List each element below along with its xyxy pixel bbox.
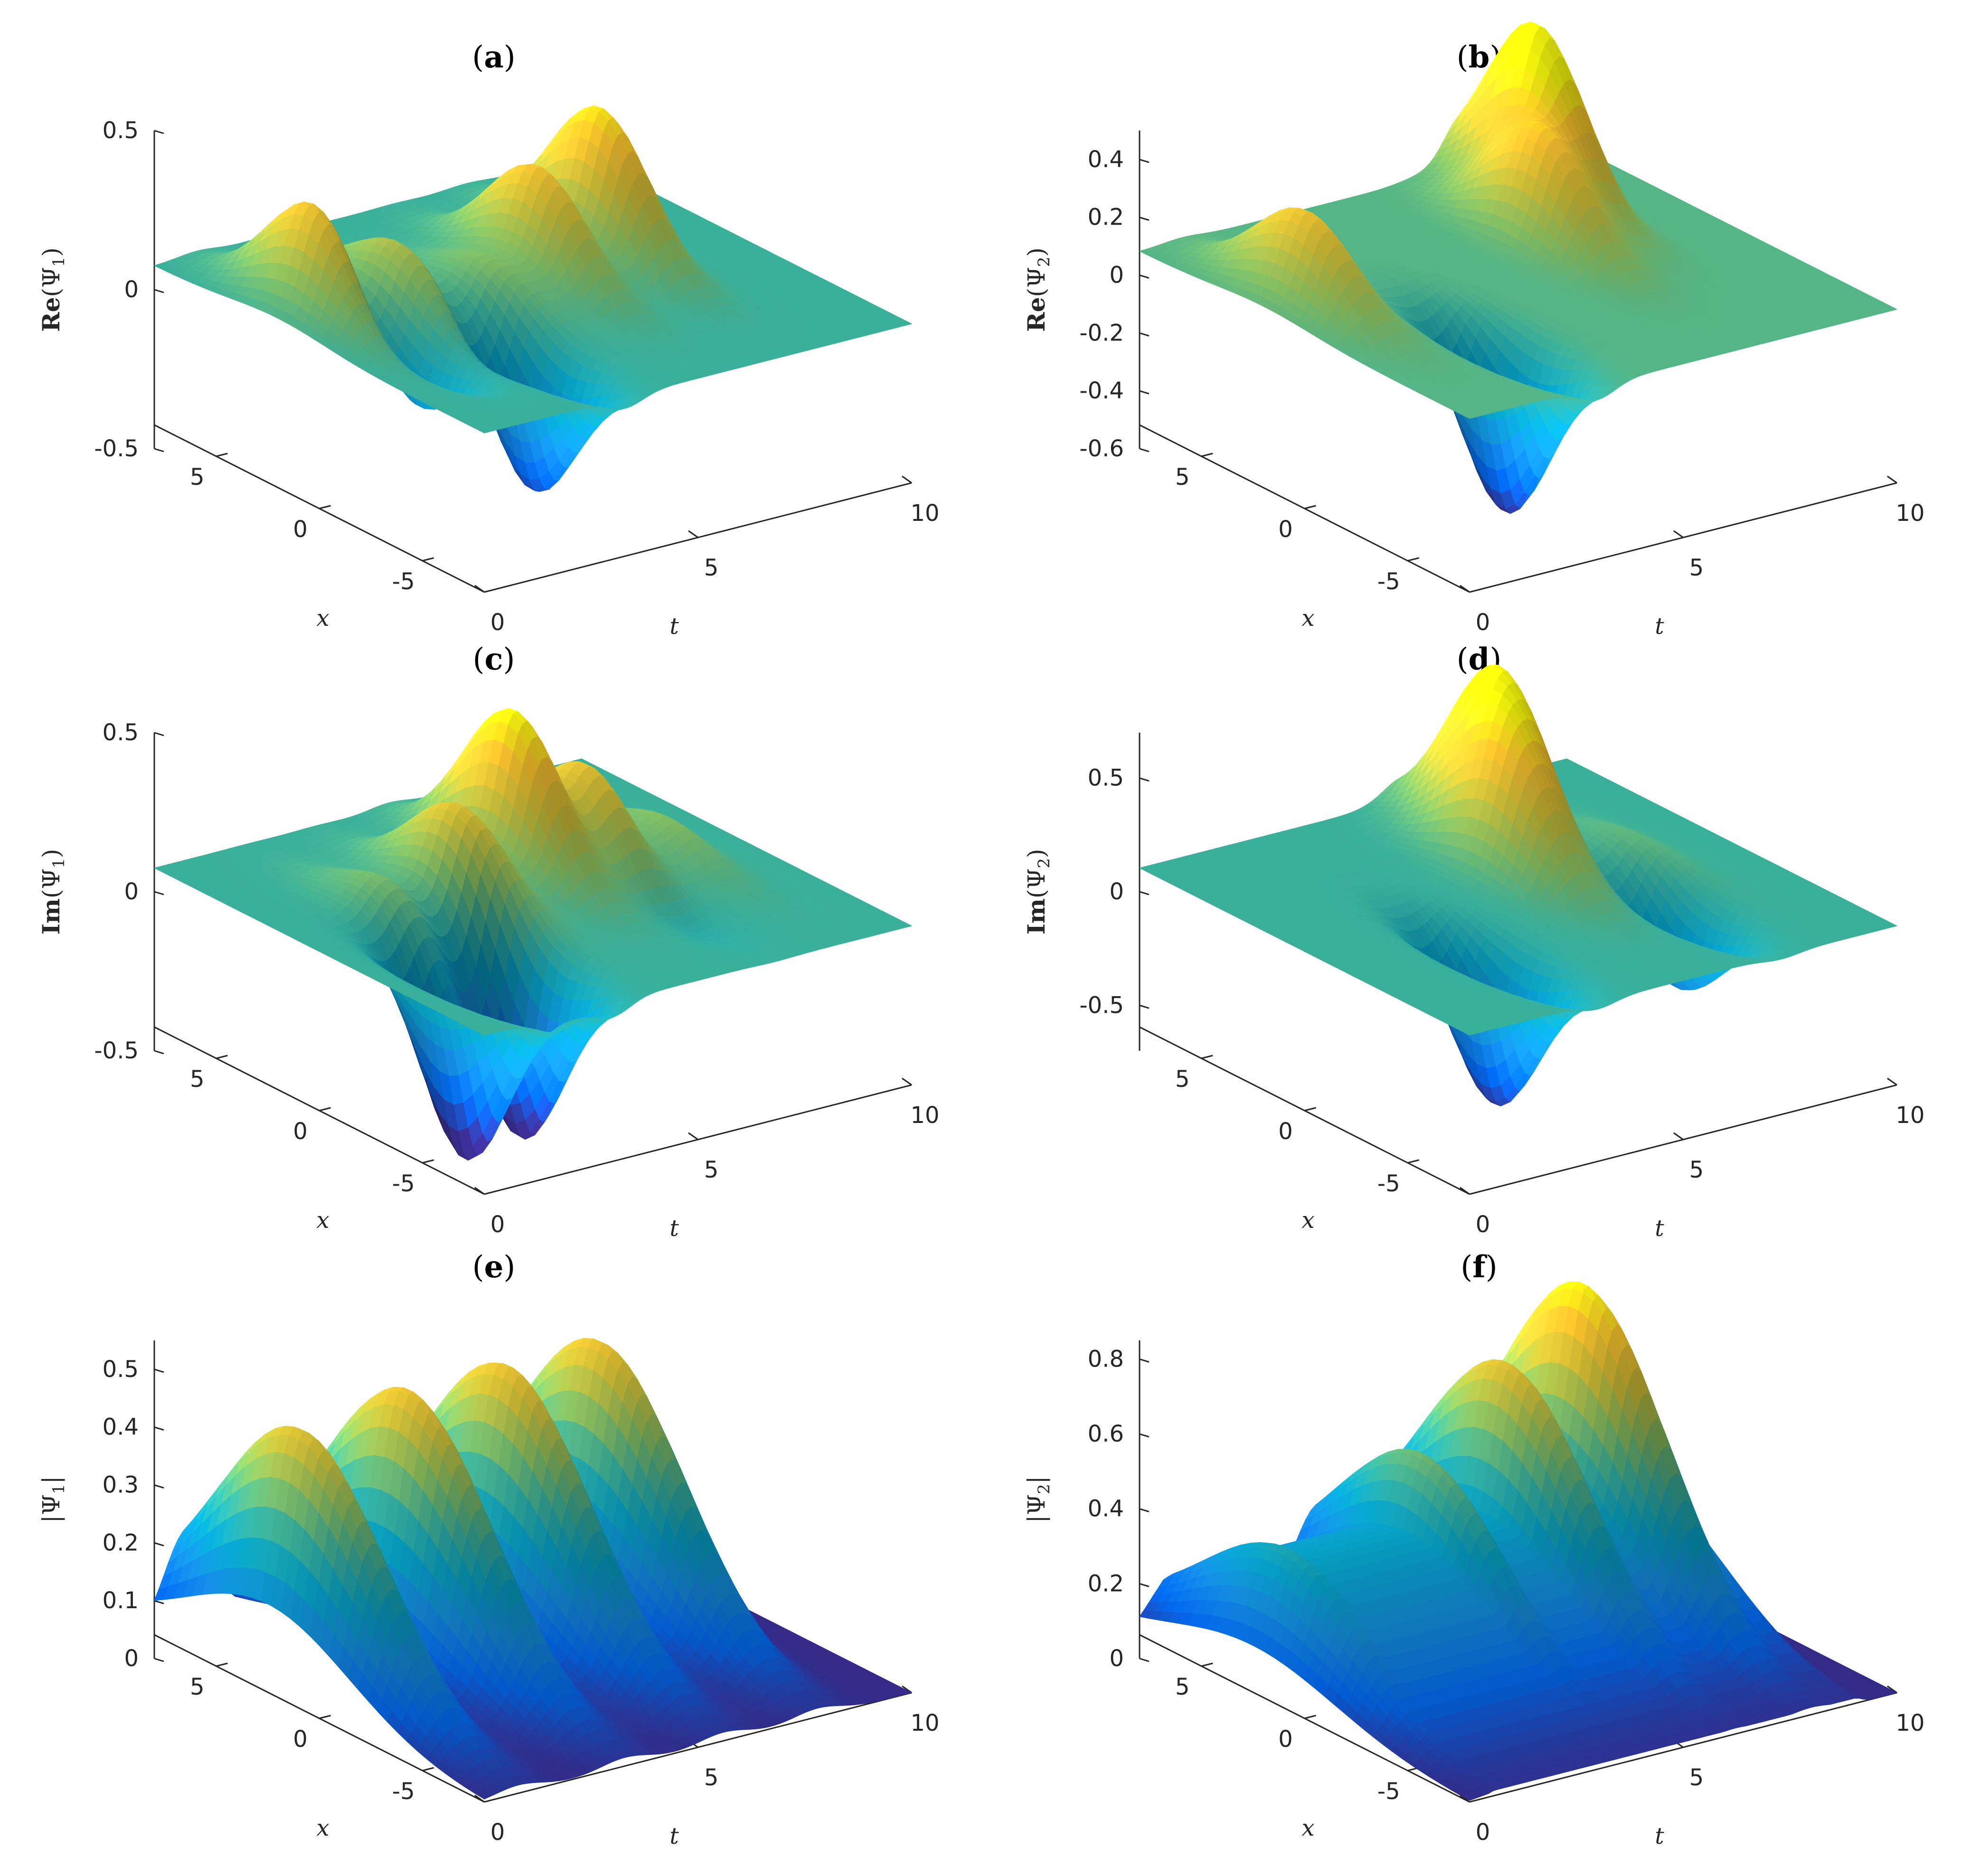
z-tick-mark xyxy=(1139,448,1150,453)
z-tick-mark xyxy=(1139,274,1150,279)
z-tick-label: 0.4 xyxy=(1088,146,1124,173)
x-tick-label: 0 xyxy=(293,516,308,543)
panel-title-a: (a) xyxy=(472,39,515,75)
t-tick-mark xyxy=(474,584,485,593)
t-tick-label: 5 xyxy=(704,555,719,581)
t-tick-label: 5 xyxy=(1689,555,1704,581)
x-tick-mark xyxy=(1201,453,1213,457)
surface-a xyxy=(154,105,912,492)
x-tick-mark xyxy=(1407,557,1420,562)
z-tick-mark xyxy=(154,448,164,453)
x-tick-mark xyxy=(422,557,434,562)
z-tick-label: 0 xyxy=(124,276,139,303)
x-tick-label: -5 xyxy=(1377,568,1400,595)
panel-a: (a) 0.5 0 -0.5 Re(Ψ1) 5 0 -5 x 0 5 10 t xyxy=(37,39,940,640)
z-tick-mark xyxy=(154,289,164,293)
x-tick-mark xyxy=(216,453,228,457)
t-tick-mark xyxy=(1887,475,1897,484)
t-tick-label: 10 xyxy=(1895,500,1924,527)
z-tick-mark xyxy=(1139,332,1150,337)
z-tick-label: -0.4 xyxy=(1079,377,1124,404)
t-tick-mark xyxy=(902,475,912,484)
z-tick-label: -0.6 xyxy=(1079,435,1124,462)
z-tick-label: 0.5 xyxy=(103,117,139,144)
z-tick-label: 0.2 xyxy=(1088,204,1124,231)
x-axis-label: x xyxy=(316,605,329,632)
x-tick-mark xyxy=(319,505,331,509)
z-tick-label: -0.5 xyxy=(94,435,139,462)
x-tick-label: 0 xyxy=(1278,516,1293,543)
surface-b xyxy=(1139,21,1897,514)
z-tick-label: 0 xyxy=(1109,262,1124,289)
t-tick-label: 0 xyxy=(1476,609,1490,636)
t-tick-label: 0 xyxy=(490,609,505,636)
t-tick-mark xyxy=(1673,530,1684,538)
x-tick-label: -5 xyxy=(392,568,415,595)
z-axis-label: Re(Ψ2) xyxy=(1022,247,1054,332)
t-tick-mark xyxy=(688,530,698,538)
x-tick-label: 5 xyxy=(1175,464,1190,490)
x-axis-label: x xyxy=(1301,605,1314,632)
z-axis-label: Re(Ψ1) xyxy=(37,247,68,332)
t-tick-label: 10 xyxy=(910,500,939,527)
z-tick-mark xyxy=(1139,390,1150,395)
t-axis-label: t xyxy=(669,613,679,640)
x-tick-mark xyxy=(1304,505,1316,509)
z-tick-mark xyxy=(154,130,164,134)
x-tick-label: 5 xyxy=(190,464,205,490)
z-tick-mark xyxy=(1139,159,1150,163)
z-tick-mark xyxy=(1139,217,1150,221)
t-axis-label: t xyxy=(1655,613,1664,640)
z-tick-label: -0.2 xyxy=(1079,320,1124,346)
